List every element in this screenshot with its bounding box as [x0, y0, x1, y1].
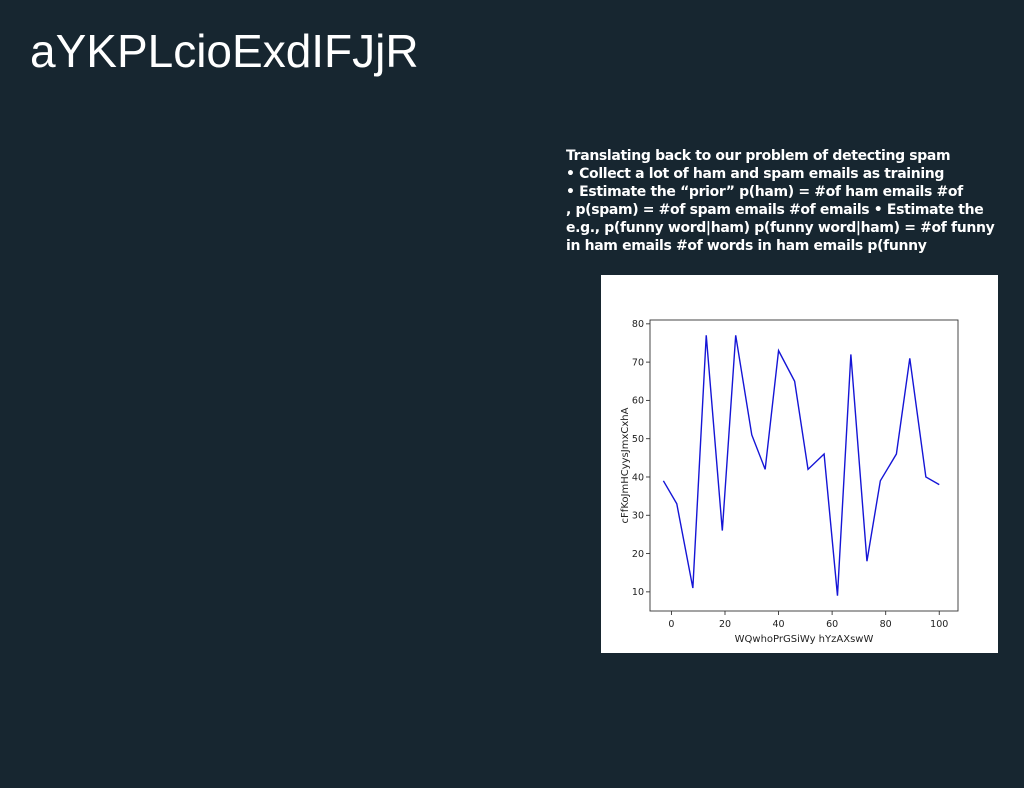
- x-tick-label: 40: [773, 619, 785, 630]
- body-text: Translating back to our problem of detec…: [566, 147, 1022, 255]
- body-line: • Collect a lot of ham and spam emails a…: [566, 165, 1022, 183]
- y-tick-label: 20: [632, 549, 644, 560]
- y-tick-label: 30: [632, 511, 644, 522]
- plot-frame: [650, 320, 958, 611]
- body-line: , p(spam) = #of spam emails #of emails •…: [566, 201, 1022, 219]
- x-tick-label: 60: [826, 619, 838, 630]
- body-line: Translating back to our problem of detec…: [566, 147, 1022, 165]
- y-tick-label: 10: [632, 587, 644, 598]
- body-line: in ham emails #of words in ham emails p(…: [566, 237, 1022, 255]
- y-tick-label: 70: [632, 357, 644, 368]
- y-tick-label: 80: [632, 319, 644, 330]
- series-line: [663, 335, 939, 595]
- y-tick-label: 40: [632, 472, 644, 483]
- body-line: • Estimate the “prior” p(ham) = #of ham …: [566, 183, 1022, 201]
- slide-title: aYKPLcioExdIFJjR: [30, 24, 419, 78]
- chart-panel: 10 20 30 40 50 60 70 80 0 20 40 60 80 100 WQwhoPrGSiWy…: [601, 275, 998, 653]
- x-tick-label: 0: [668, 619, 674, 630]
- y-tick-label: 50: [632, 434, 644, 445]
- y-axis-label: cFfKoJmHCyysJmxCxhA: [620, 407, 631, 523]
- x-tick-label: 80: [880, 619, 892, 630]
- body-line: e.g., p(funny word|ham) p(funny word|ham…: [566, 219, 1022, 237]
- x-axis-label: WQwhoPrGSiWy hYzAXswW: [735, 634, 874, 645]
- line-chart: 10 20 30 40 50 60 70 80 0 20 40 60 80 100 WQwhoPrGSiWy…: [601, 275, 998, 653]
- x-tick-label: 20: [719, 619, 731, 630]
- y-tick-label: 60: [632, 396, 644, 407]
- x-tick-label: 100: [930, 619, 948, 630]
